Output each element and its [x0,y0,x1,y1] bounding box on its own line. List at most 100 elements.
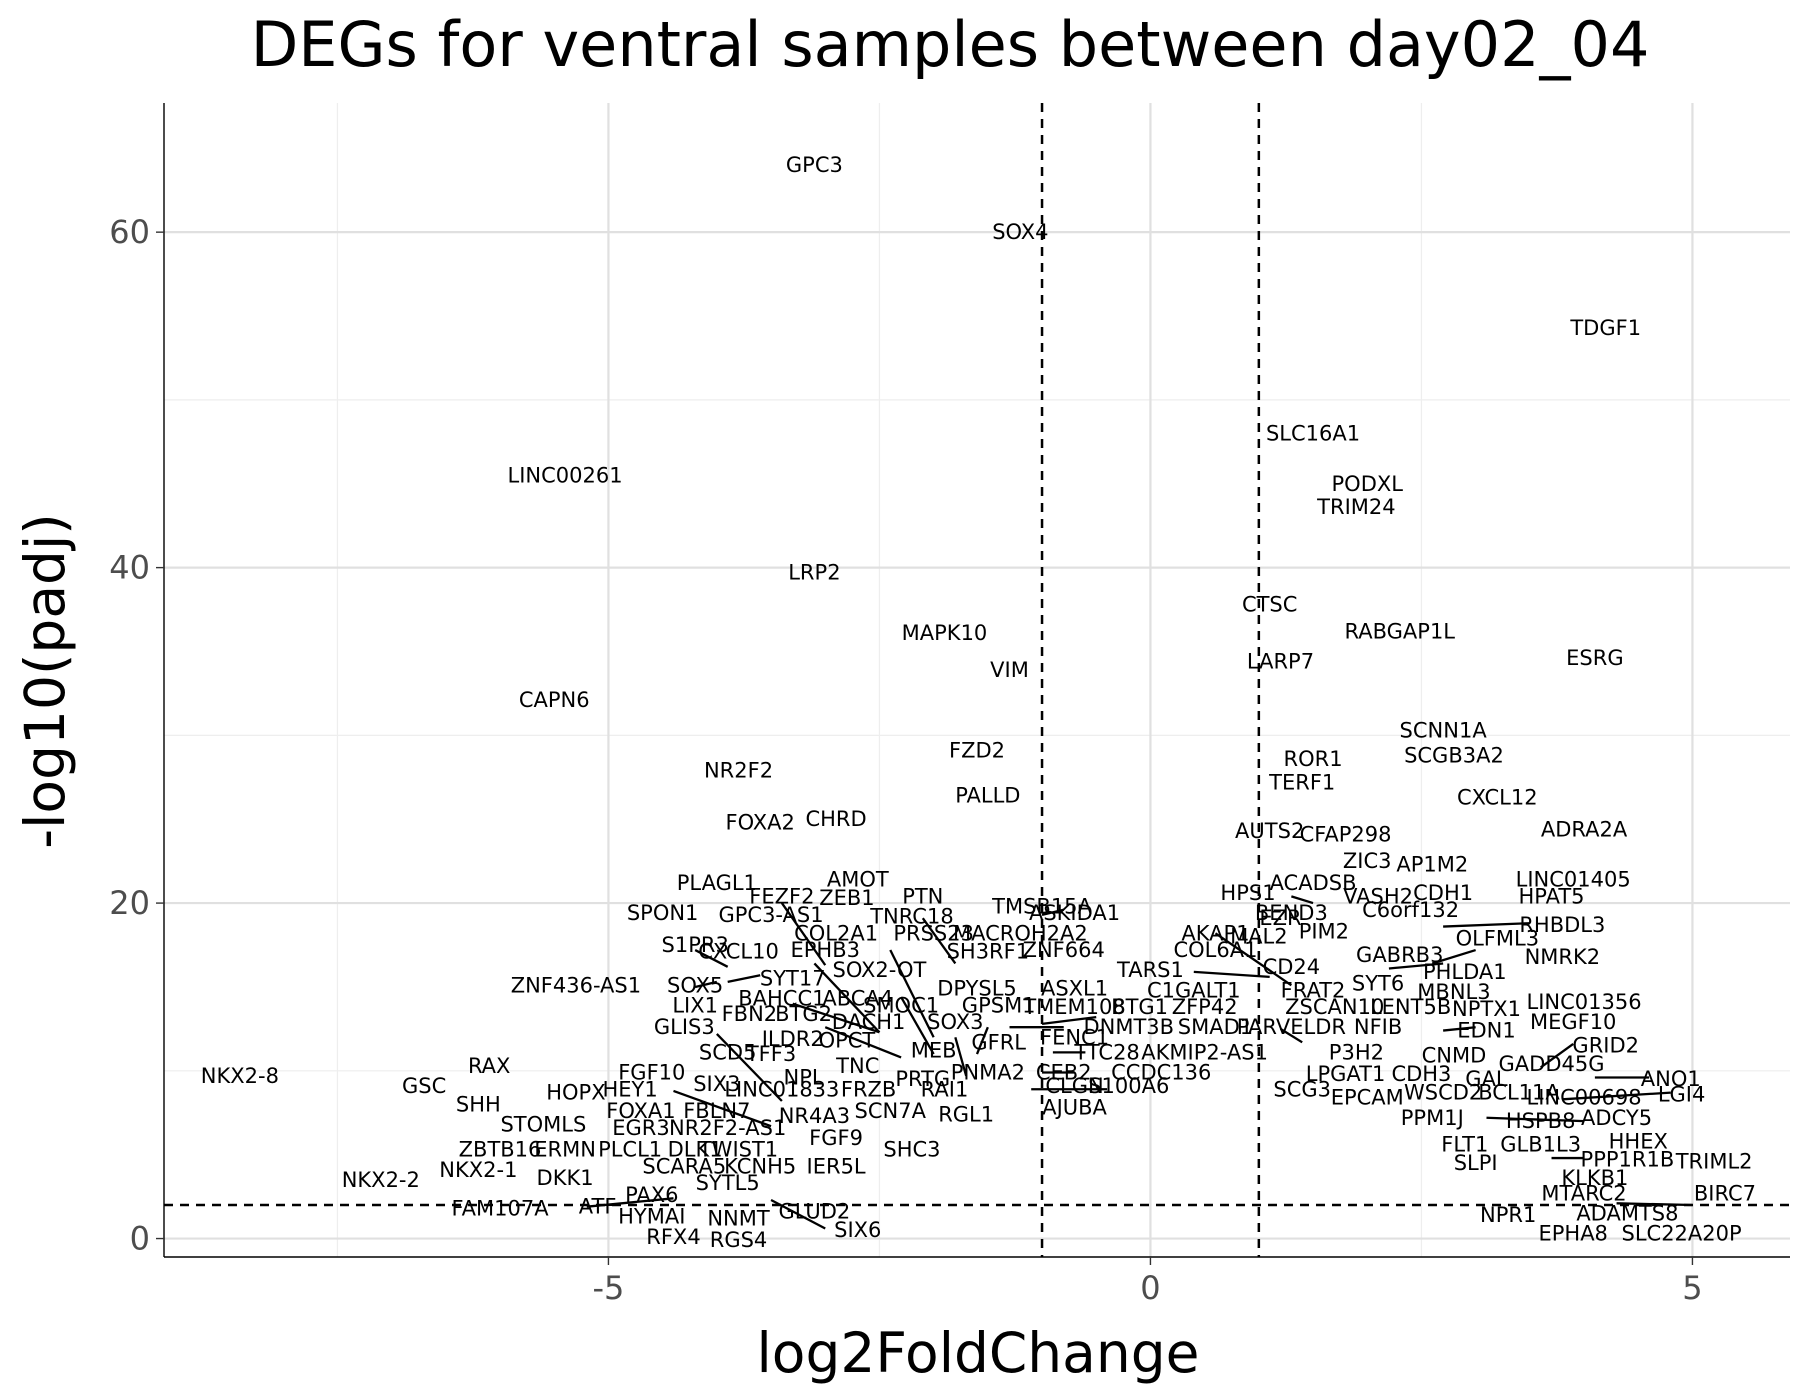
gene-label: ILDR2 [762,1027,824,1051]
gene-label: VIM [990,658,1029,682]
label-leader-line [1041,908,1064,916]
label-leader-line [954,1036,968,1077]
gene-label: AKAP1 [1181,921,1249,945]
gene-label: SCARA5 [642,1154,726,1178]
label-leader-line [824,1026,902,1059]
gene-label: HOPX [546,1081,605,1105]
label-leader-line [586,1197,674,1208]
gene-label: FBLN7 [683,1099,750,1123]
gene-label: FBN2 [722,1002,778,1026]
gene-label: BEND3 [1255,901,1328,925]
gene-label: LINC00261 [508,463,623,487]
gene-label: PPM1J [1401,1106,1464,1130]
gene-label: NPL [784,1066,824,1090]
gene-label: PLCL1 [598,1138,662,1162]
gene-label: ASKIDA1 [1029,901,1120,925]
gene-label: PODXL [1332,472,1404,496]
gene-label: C6orf132 [1362,898,1459,922]
gene-label: SCG3 [1273,1077,1331,1101]
gene-label: DACH1 [832,1010,906,1034]
gene-label: KCNH5 [724,1154,796,1178]
gene-label: GABRB3 [1356,943,1443,967]
y-tick-label: 60 [109,213,150,251]
gene-label: TNC [835,1054,879,1078]
label-leader-line [1041,1016,1097,1025]
label-leader-line [673,1089,772,1128]
gene-label: LINC00698 [1527,1086,1642,1110]
gene-label: EPCAM [1331,1086,1404,1110]
label-leader-line [813,962,881,1034]
gene-label: CDH1 [1413,881,1473,905]
gene-label: ZBTB16 [459,1138,542,1162]
axes: 0 20 40 60 -5 0 5 [109,103,1790,1307]
gene-label: FENC1 [1040,1025,1109,1049]
label-leader-line [694,949,729,968]
gene-label: GFRL [971,1030,1026,1054]
gene-label: LPGAT1 [1306,1062,1386,1086]
gene-label: ADRA2A [1541,817,1628,841]
gene-label: ZEB1 [819,886,874,910]
label-leader-line [1443,1026,1476,1032]
gene-label: LIX1 [672,993,718,1017]
gene-label: SOX3 [927,1010,983,1034]
gene-label: COL2A1 [794,921,878,945]
gene-label: SLC16A1 [1266,421,1360,445]
gene-label: NR4A3 [779,1104,850,1128]
y-tick-label: 0 [130,1220,150,1258]
gene-label: CXCL12 [1457,785,1538,809]
gene-label: TMEM108 [1022,995,1125,1019]
label-leader-line [921,917,957,965]
gene-label: EPHB3 [790,938,860,962]
label-leader-line [694,980,718,989]
gene-label: LRP2 [788,561,840,585]
label-leader-line [900,996,935,1055]
gene-label: TWIST1 [698,1138,778,1162]
label-leader-line [1291,895,1314,905]
gene-label: CFAP298 [1300,822,1392,846]
gene-label: DPYSL5 [937,977,1017,1001]
label-leader-line [1279,1027,1303,1044]
label-leader-line [770,1198,826,1230]
label-leader-line [1540,1043,1574,1069]
gene-label: SIX3 [693,1072,740,1096]
gene-label: NR2F2 [704,759,773,783]
y-axis-title: -log10(padj) [13,513,77,848]
gene-label: BIRC7 [1694,1181,1756,1205]
gene-label: RGL1 [938,1102,994,1126]
gene-label: SHH [456,1092,501,1116]
label-leader-lines [586,895,1693,1230]
gene-label: PPP1R1B [1581,1148,1675,1172]
gene-label: MTARC2 [1541,1181,1626,1205]
gene-label: DKK1 [537,1166,594,1190]
gene-label: PARVELDR [1237,1015,1346,1039]
gene-label: PIM2 [1299,920,1349,944]
gene-label: SYTL5 [696,1171,760,1195]
gene-label: LINC01356 [1527,990,1642,1014]
label-leader-line [780,902,827,966]
gene-label: FAM107A [451,1196,549,1220]
gene-label: COL6A1 [1173,938,1257,962]
gene-label: SCNN1A [1400,718,1488,742]
gene-label: ACADSB [1270,871,1357,895]
gene-label: P3H2 [1329,1040,1384,1064]
gene-label: ZNF664 [1023,938,1105,962]
gene-label: ADAMTS8 [1576,1201,1678,1225]
gene-label: FGF9 [809,1126,863,1150]
gene-label: NR2F2-AS1 [669,1116,786,1140]
gene-label: MACROH2A2 [953,921,1088,945]
gene-label: TRIM24 [1316,495,1395,519]
gene-label: SH3RF1 [947,940,1030,964]
gene-label: AUTS2 [1235,819,1304,843]
gene-label: CXCL10 [698,940,779,964]
gene-label: WSCD2 [1404,1081,1482,1105]
gene-label: GSC [402,1074,446,1098]
gene-label: TERF1 [1268,770,1335,794]
gene-label: LINC01405 [1516,868,1631,892]
label-leader-line [1214,932,1293,987]
gene-label: HSPB8 [1506,1109,1576,1133]
gene-label: SCD5 [699,1040,757,1064]
gene-label: GPC3-AS1 [718,903,823,927]
gene-label: TRIML2 [1675,1149,1753,1173]
label-leader-line [1443,922,1530,928]
x-tick-label: 5 [1682,1269,1702,1307]
